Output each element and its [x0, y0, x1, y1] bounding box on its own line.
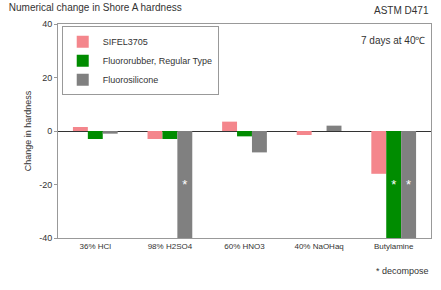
svg-text:Change in hardness: Change in hardness — [23, 90, 33, 171]
svg-text:40: 40 — [42, 19, 52, 29]
svg-text:Fluororubber, Regular Type: Fluororubber, Regular Type — [103, 56, 212, 66]
svg-text:98% H2SO4: 98% H2SO4 — [148, 242, 193, 251]
svg-text:SIFEL3705: SIFEL3705 — [103, 37, 148, 47]
svg-text:Fluorosilicone: Fluorosilicone — [103, 75, 159, 85]
svg-text:Butylamine: Butylamine — [374, 242, 414, 251]
svg-text:*: * — [182, 177, 187, 192]
svg-text:Numerical change in Shore A ha: Numerical change in Shore A hardness — [9, 2, 182, 13]
svg-text:20: 20 — [42, 73, 52, 83]
svg-text:*: * — [406, 177, 411, 192]
svg-text:40% NaOHaq: 40% NaOHaq — [294, 242, 343, 251]
svg-text:60% HNO3: 60% HNO3 — [224, 242, 265, 251]
svg-text:0: 0 — [47, 126, 52, 136]
svg-text:36% HCl: 36% HCl — [80, 242, 112, 251]
svg-text:-20: -20 — [39, 180, 52, 190]
svg-text:-40: -40 — [39, 233, 52, 243]
svg-text:ASTM D471: ASTM D471 — [374, 5, 429, 16]
svg-text:7 days at 40℃: 7 days at 40℃ — [361, 35, 425, 46]
svg-text:* decompose: * decompose — [376, 266, 429, 276]
svg-text:*: * — [391, 177, 396, 192]
